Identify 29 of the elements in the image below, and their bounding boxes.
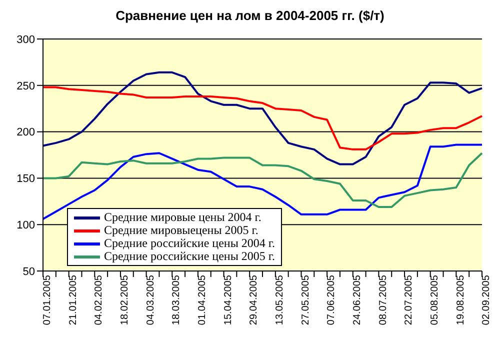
legend-label: Средние мировые цены 2004 г. <box>104 210 262 225</box>
x-tick-label: 07.01.2005 <box>42 274 54 326</box>
x-tick-label: 24.06.2005 <box>352 274 363 326</box>
y-tick-label: 300 <box>16 34 35 46</box>
x-tick-label: 02.09.2005 <box>481 274 492 326</box>
x-tick-label: 04.02.2005 <box>94 274 105 326</box>
x-tick-label: 18.02.2005 <box>120 274 131 326</box>
x-tick-label: 07.06.2005 <box>326 274 338 326</box>
x-tick-label: 15.04.2005 <box>222 274 234 326</box>
x-tick-label: 01.04.2005 <box>197 274 208 326</box>
legend-label: Средние мировыецены 2005 г. <box>104 223 258 238</box>
y-tick-label: 200 <box>16 126 35 139</box>
x-tick-label: 29.04.2005 <box>248 274 260 326</box>
chart-title: Сравнение цен на лом в 2004-2005 гг. ($/т) <box>114 8 386 23</box>
x-tick-label: 05.08.2005 <box>429 274 440 326</box>
x-tick-label: 21.01.2005 <box>68 274 79 326</box>
legend-label: Средние российские цены 2005 г. <box>104 249 275 264</box>
x-tick-label: 27.05.2005 <box>300 274 312 326</box>
y-tick-label: 150 <box>16 173 35 186</box>
x-tick-label: 08.07.2005 <box>378 274 389 326</box>
y-tick-label: 50 <box>22 266 35 278</box>
x-tick-label: 18.03.2005 <box>171 274 182 326</box>
x-tick-label: 04.03.2005 <box>145 274 156 326</box>
y-tick-label: 100 <box>16 220 35 232</box>
x-tick-label: 22.07.2005 <box>404 274 415 326</box>
x-tick-label: 13.05.2005 <box>274 274 286 326</box>
legend-label: Средние российские цены 2004 г. <box>104 236 275 251</box>
y-tick-label: 250 <box>16 80 35 92</box>
x-tick-label: 19.08.2005 <box>455 274 466 326</box>
